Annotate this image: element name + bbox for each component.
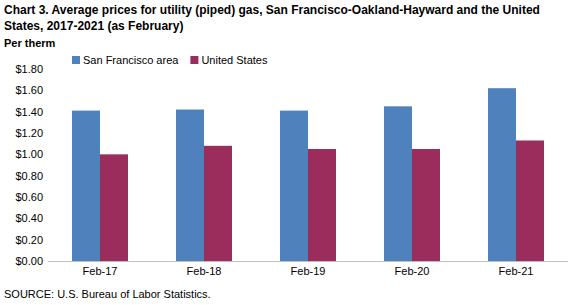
chart: Chart 3. Average prices for utility (pip… bbox=[0, 0, 579, 305]
y-tick-label: $1.00 bbox=[15, 148, 43, 160]
bar bbox=[280, 111, 308, 261]
y-tick bbox=[45, 154, 48, 155]
y-tick-label: $0.20 bbox=[15, 234, 43, 246]
y-tick-label: $1.40 bbox=[15, 106, 43, 118]
x-tick-label: Feb-21 bbox=[499, 265, 534, 277]
bar bbox=[488, 88, 516, 261]
y-tick-label: $1.60 bbox=[15, 84, 43, 96]
bar bbox=[412, 149, 440, 261]
y-tick bbox=[45, 69, 48, 70]
x-axis-line bbox=[48, 261, 568, 262]
y-tick bbox=[45, 239, 48, 240]
bar bbox=[204, 146, 232, 261]
bar bbox=[100, 154, 128, 261]
legend-swatch bbox=[190, 56, 198, 64]
y-tick-label: $0.80 bbox=[15, 170, 43, 182]
background bbox=[0, 0, 579, 305]
x-tick-label: Feb-18 bbox=[187, 265, 222, 277]
bar bbox=[516, 140, 544, 261]
title: Chart 3. Average prices for utility (pip… bbox=[4, 3, 540, 33]
title-line: States, 2017-2021 (as February) bbox=[4, 19, 183, 33]
y-tick bbox=[45, 133, 48, 134]
legend-swatch bbox=[72, 56, 80, 64]
bar bbox=[384, 106, 412, 261]
legend-label: United States bbox=[201, 54, 268, 66]
y-tick bbox=[45, 90, 48, 91]
y-tick bbox=[45, 175, 48, 176]
bar bbox=[72, 111, 100, 261]
y-tick-label: $0.00 bbox=[15, 255, 43, 267]
y-tick bbox=[45, 197, 48, 198]
y-axis-label: Per therm bbox=[4, 37, 56, 49]
x-tick-label: Feb-19 bbox=[291, 265, 326, 277]
source: SOURCE: U.S. Bureau of Labor Statistics. bbox=[4, 288, 211, 300]
y-tick-label: $0.40 bbox=[15, 212, 43, 224]
y-tick bbox=[45, 111, 48, 112]
bars bbox=[72, 88, 544, 261]
legend-label: San Francisco area bbox=[83, 54, 179, 66]
bar bbox=[176, 110, 204, 261]
y-tick bbox=[45, 261, 48, 262]
x-tick-label: Feb-20 bbox=[395, 265, 430, 277]
y-tick bbox=[45, 218, 48, 219]
y-tick-label: $1.80 bbox=[15, 63, 43, 75]
y-tick-label: $1.20 bbox=[15, 127, 43, 139]
x-tick-label: Feb-17 bbox=[83, 265, 118, 277]
y-tick-label: $0.60 bbox=[15, 191, 43, 203]
title-line: Chart 3. Average prices for utility (pip… bbox=[4, 3, 540, 17]
bar bbox=[308, 149, 336, 261]
